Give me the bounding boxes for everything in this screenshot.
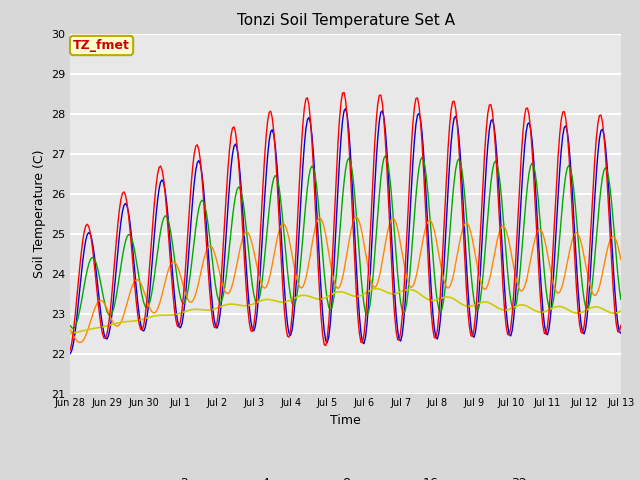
Legend: 2cm, 4cm, 8cm, 16cm, 32cm: 2cm, 4cm, 8cm, 16cm, 32cm [140,472,551,480]
Y-axis label: Soil Temperature (C): Soil Temperature (C) [33,149,45,278]
Title: Tonzi Soil Temperature Set A: Tonzi Soil Temperature Set A [237,13,454,28]
Text: TZ_fmet: TZ_fmet [73,39,130,52]
X-axis label: Time: Time [330,414,361,427]
